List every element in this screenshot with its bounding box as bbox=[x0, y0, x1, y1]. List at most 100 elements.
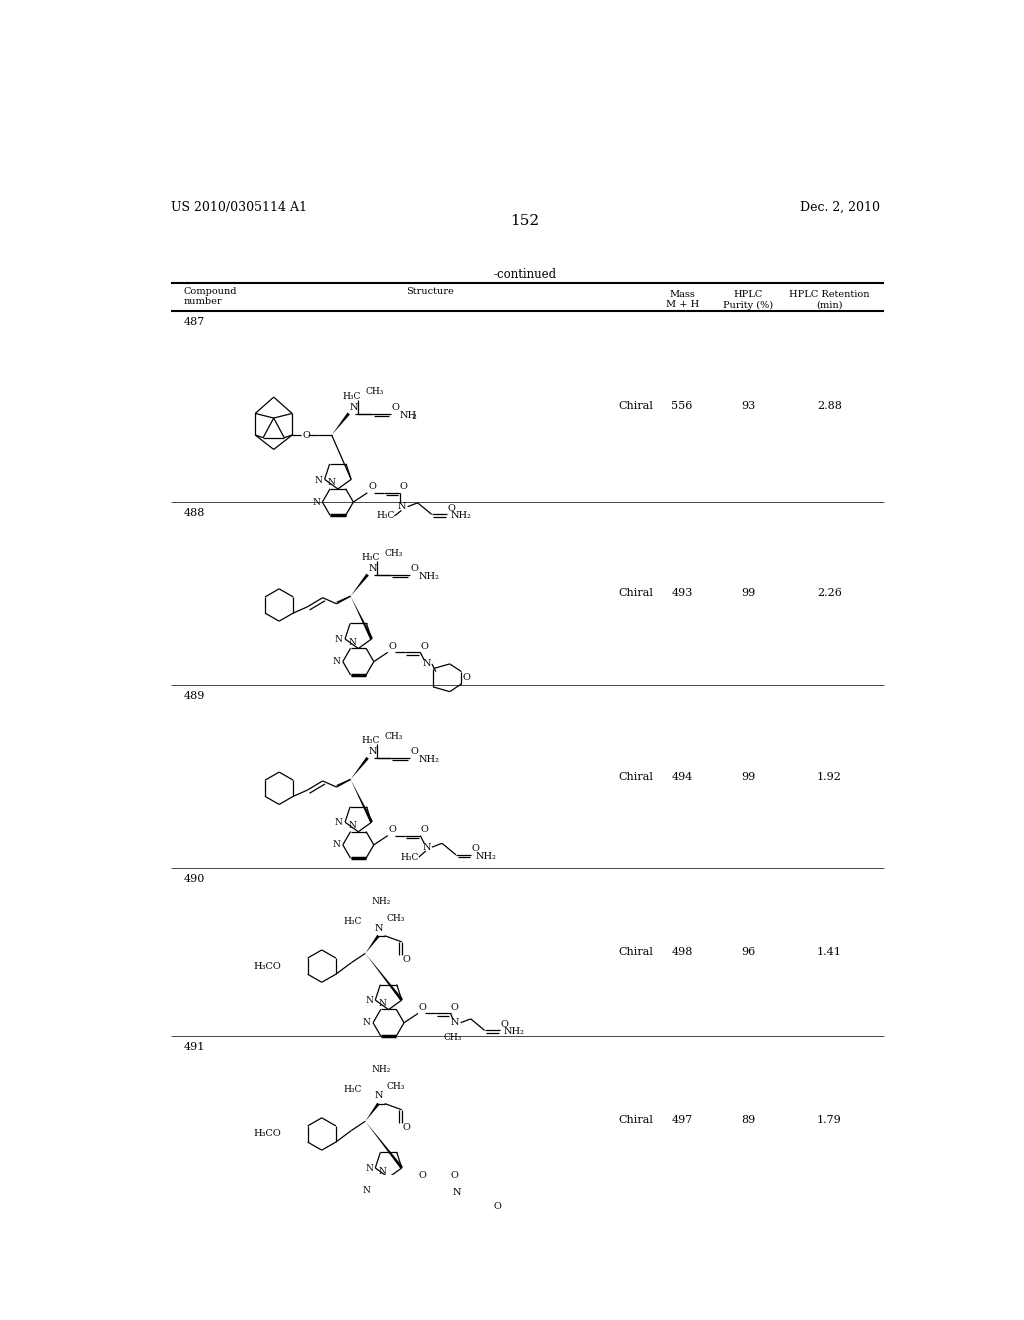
Text: O: O bbox=[411, 564, 418, 573]
Text: N: N bbox=[378, 1167, 386, 1176]
Polygon shape bbox=[350, 597, 373, 640]
Text: O: O bbox=[411, 747, 418, 756]
Text: 2.26: 2.26 bbox=[817, 589, 842, 598]
Text: 1.41: 1.41 bbox=[817, 948, 842, 957]
Text: O: O bbox=[302, 430, 310, 440]
Text: Chiral: Chiral bbox=[618, 772, 653, 781]
Text: H₃C: H₃C bbox=[343, 1085, 361, 1094]
Text: O: O bbox=[451, 1003, 459, 1012]
Text: O: O bbox=[494, 1203, 501, 1212]
Polygon shape bbox=[366, 1121, 403, 1170]
Text: N: N bbox=[397, 502, 406, 511]
Text: CH₃: CH₃ bbox=[443, 1032, 462, 1041]
Text: NH₂: NH₂ bbox=[504, 1027, 525, 1036]
Text: N: N bbox=[374, 924, 383, 933]
Text: H₃C: H₃C bbox=[400, 853, 419, 862]
Text: O: O bbox=[388, 825, 396, 834]
Text: O: O bbox=[388, 642, 396, 651]
Text: H₃C: H₃C bbox=[342, 392, 360, 401]
Text: 96: 96 bbox=[741, 948, 755, 957]
Text: N: N bbox=[349, 403, 358, 412]
Text: N: N bbox=[314, 475, 323, 484]
Text: O: O bbox=[419, 1003, 427, 1012]
Text: 489: 489 bbox=[183, 692, 205, 701]
Text: Compound
number: Compound number bbox=[183, 286, 238, 306]
Text: N: N bbox=[422, 660, 431, 668]
Text: -continued: -continued bbox=[494, 268, 556, 281]
Text: N: N bbox=[366, 1164, 373, 1173]
Text: Structure: Structure bbox=[407, 286, 454, 296]
Text: CH₃: CH₃ bbox=[386, 1082, 404, 1092]
Text: Chiral: Chiral bbox=[618, 589, 653, 598]
Text: O: O bbox=[368, 482, 376, 491]
Text: HPLC Retention
(min): HPLC Retention (min) bbox=[790, 290, 869, 309]
Text: N: N bbox=[369, 564, 377, 573]
Text: N: N bbox=[335, 818, 343, 828]
Text: 487: 487 bbox=[183, 317, 205, 327]
Text: N: N bbox=[333, 657, 341, 667]
Text: 1.92: 1.92 bbox=[817, 772, 842, 781]
Text: O: O bbox=[463, 673, 471, 682]
Text: 488: 488 bbox=[183, 508, 205, 517]
Polygon shape bbox=[350, 779, 373, 822]
Polygon shape bbox=[366, 1102, 380, 1121]
Text: CH₃: CH₃ bbox=[385, 549, 403, 557]
Text: N: N bbox=[369, 747, 377, 756]
Text: O: O bbox=[447, 504, 455, 513]
Text: H₃C: H₃C bbox=[361, 737, 380, 746]
Text: O: O bbox=[402, 1123, 411, 1131]
Text: O: O bbox=[399, 482, 408, 491]
Polygon shape bbox=[366, 935, 380, 953]
Text: N: N bbox=[348, 638, 356, 647]
Text: CH₃: CH₃ bbox=[385, 731, 403, 741]
Polygon shape bbox=[366, 953, 403, 1001]
Text: NH: NH bbox=[399, 411, 417, 420]
Text: H₃CO: H₃CO bbox=[254, 1130, 282, 1138]
Text: O: O bbox=[402, 954, 411, 964]
Text: H₃C: H₃C bbox=[376, 511, 394, 520]
Text: 490: 490 bbox=[183, 874, 205, 884]
Text: N: N bbox=[362, 1187, 371, 1195]
Text: N: N bbox=[348, 821, 356, 830]
Text: H₃C: H₃C bbox=[361, 553, 380, 562]
Text: N: N bbox=[378, 999, 386, 1008]
Text: O: O bbox=[419, 1171, 427, 1180]
Text: N: N bbox=[312, 498, 321, 507]
Text: CH₃: CH₃ bbox=[366, 388, 384, 396]
Text: N: N bbox=[366, 997, 373, 1006]
Text: 494: 494 bbox=[672, 772, 693, 781]
Text: O: O bbox=[420, 642, 428, 651]
Text: N: N bbox=[453, 1188, 461, 1197]
Text: Dec. 2, 2010: Dec. 2, 2010 bbox=[800, 201, 880, 214]
Text: NH₂: NH₂ bbox=[451, 511, 472, 520]
Text: O: O bbox=[500, 1020, 508, 1028]
Text: N: N bbox=[328, 478, 336, 487]
Text: 493: 493 bbox=[672, 589, 693, 598]
Text: Chiral: Chiral bbox=[618, 401, 653, 412]
Text: 152: 152 bbox=[510, 214, 540, 228]
Text: 491: 491 bbox=[183, 1043, 205, 1052]
Text: H₃C: H₃C bbox=[343, 917, 361, 927]
Text: 93: 93 bbox=[741, 401, 755, 412]
Text: NH₂: NH₂ bbox=[419, 755, 439, 764]
Text: 1.79: 1.79 bbox=[817, 1115, 842, 1125]
Polygon shape bbox=[332, 413, 350, 436]
Polygon shape bbox=[350, 574, 369, 597]
Text: 556: 556 bbox=[672, 401, 693, 412]
Text: O: O bbox=[451, 1171, 459, 1180]
Text: N: N bbox=[422, 842, 431, 851]
Text: Chiral: Chiral bbox=[618, 1115, 653, 1125]
Text: O: O bbox=[391, 403, 399, 412]
Text: O: O bbox=[471, 845, 479, 853]
Polygon shape bbox=[350, 756, 369, 779]
Text: 2.88: 2.88 bbox=[817, 401, 842, 412]
Text: NH₂: NH₂ bbox=[371, 898, 390, 907]
Text: O: O bbox=[420, 825, 428, 834]
Text: CH₃: CH₃ bbox=[386, 915, 404, 923]
Text: N: N bbox=[451, 1018, 460, 1027]
Text: NH₂: NH₂ bbox=[371, 1065, 390, 1074]
Text: US 2010/0305114 A1: US 2010/0305114 A1 bbox=[171, 201, 306, 214]
Text: N: N bbox=[374, 1092, 383, 1101]
Text: 498: 498 bbox=[672, 948, 693, 957]
Text: 2: 2 bbox=[412, 413, 417, 421]
